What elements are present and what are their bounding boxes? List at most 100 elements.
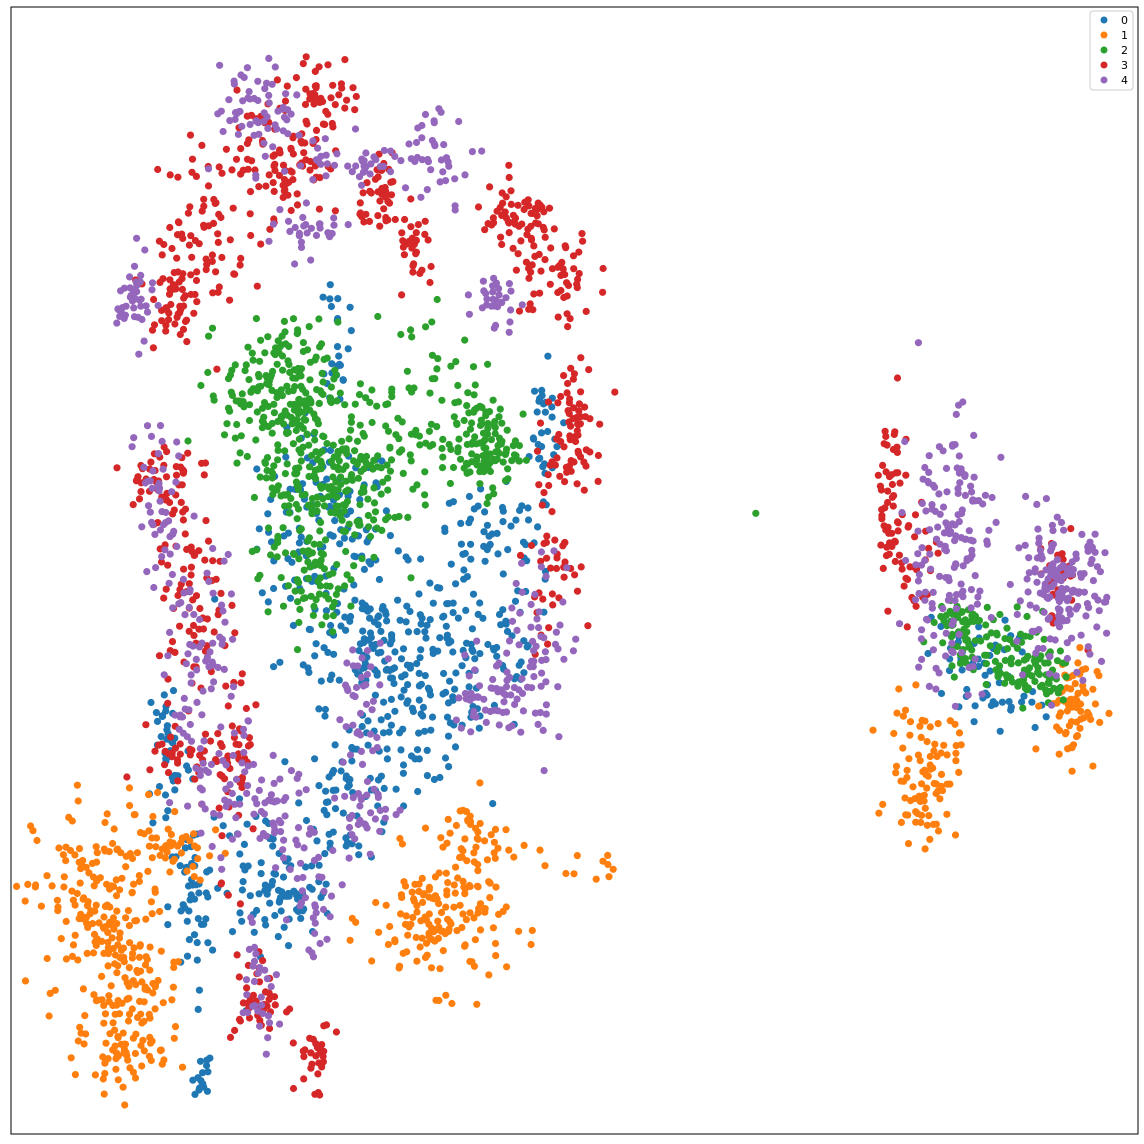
point-series-4 <box>942 652 950 660</box>
point-series-3 <box>224 702 232 710</box>
point-series-2 <box>297 382 305 390</box>
point-series-4 <box>225 798 233 806</box>
point-series-1 <box>129 1068 137 1076</box>
point-series-0 <box>475 724 483 732</box>
point-series-3 <box>547 244 555 252</box>
point-series-2 <box>279 602 288 610</box>
point-series-2 <box>457 455 465 463</box>
point-series-1 <box>125 964 133 972</box>
point-series-0 <box>258 589 266 597</box>
point-series-4 <box>234 130 242 138</box>
point-series-0 <box>415 590 423 598</box>
point-series-1 <box>502 903 510 911</box>
point-series-4 <box>239 725 248 733</box>
point-series-0 <box>240 840 248 849</box>
point-series-2 <box>407 430 415 438</box>
point-series-2 <box>449 463 458 472</box>
point-series-1 <box>190 873 198 881</box>
point-series-4 <box>173 438 181 446</box>
point-series-4 <box>307 224 315 232</box>
point-series-2 <box>356 421 364 429</box>
point-series-2 <box>451 399 459 407</box>
point-series-0 <box>375 612 383 620</box>
point-series-1 <box>112 876 120 884</box>
point-series-4 <box>227 590 235 598</box>
point-series-1 <box>483 856 491 864</box>
point-series-1 <box>489 924 497 932</box>
point-series-4 <box>122 302 130 310</box>
point-series-0 <box>321 712 329 720</box>
point-series-0 <box>359 627 367 635</box>
point-series-4 <box>1022 492 1030 500</box>
point-series-2 <box>1001 679 1009 687</box>
point-series-4 <box>352 162 360 170</box>
point-series-4 <box>942 464 951 472</box>
point-series-3 <box>548 590 557 598</box>
point-series-1 <box>94 996 102 1004</box>
point-series-1 <box>476 819 484 828</box>
point-series-1 <box>68 887 76 895</box>
point-series-4 <box>363 777 372 786</box>
point-series-3 <box>302 53 310 61</box>
point-series-4 <box>301 894 309 902</box>
point-series-4 <box>238 122 246 130</box>
point-series-3 <box>193 268 201 276</box>
point-series-3 <box>544 471 552 479</box>
point-series-3 <box>524 225 532 233</box>
point-series-2 <box>263 466 271 475</box>
point-series-3 <box>171 744 180 752</box>
point-series-1 <box>71 851 79 859</box>
point-series-0 <box>553 443 561 451</box>
point-series-3 <box>509 244 517 252</box>
point-series-4 <box>362 681 370 689</box>
point-series-2 <box>306 406 314 414</box>
point-series-3 <box>530 242 538 250</box>
point-series-3 <box>380 205 388 213</box>
point-series-1 <box>83 949 91 958</box>
point-series-0 <box>263 890 271 898</box>
point-series-4 <box>961 491 970 499</box>
point-series-2 <box>280 317 288 325</box>
point-series-4 <box>137 271 145 279</box>
point-series-4 <box>344 686 352 695</box>
point-series-2 <box>429 441 437 449</box>
point-series-4 <box>356 816 364 825</box>
point-series-0 <box>512 516 520 524</box>
point-series-4 <box>427 166 435 174</box>
point-series-3 <box>162 321 170 329</box>
point-series-2 <box>268 419 276 428</box>
point-series-1 <box>100 1090 108 1098</box>
point-series-4 <box>411 157 419 166</box>
point-series-2 <box>233 420 241 429</box>
point-series-2 <box>460 416 468 425</box>
point-series-3 <box>300 149 308 157</box>
point-series-3 <box>179 469 187 477</box>
point-series-4 <box>945 591 954 600</box>
point-series-0 <box>351 596 359 604</box>
point-series-3 <box>279 181 287 189</box>
point-series-4 <box>305 946 313 954</box>
point-series-3 <box>879 461 887 469</box>
point-series-4 <box>952 410 960 418</box>
point-series-0 <box>371 691 379 699</box>
point-series-2 <box>1003 645 1012 653</box>
point-series-4 <box>236 800 244 808</box>
point-series-1 <box>437 834 445 842</box>
point-series-2 <box>996 610 1004 619</box>
point-series-3 <box>573 480 581 488</box>
point-series-4 <box>482 718 490 727</box>
point-series-4 <box>1046 653 1054 661</box>
point-series-2 <box>312 596 320 604</box>
point-series-4 <box>958 468 966 477</box>
point-series-1 <box>13 882 21 891</box>
point-series-0 <box>1018 698 1026 706</box>
point-series-3 <box>895 551 904 559</box>
point-series-1 <box>490 849 498 857</box>
point-series-4 <box>376 681 384 689</box>
point-series-0 <box>504 546 512 554</box>
point-series-2 <box>996 662 1004 670</box>
point-series-1 <box>573 852 581 860</box>
point-series-0 <box>155 783 164 791</box>
point-series-3 <box>132 477 140 485</box>
point-series-3 <box>374 212 382 220</box>
